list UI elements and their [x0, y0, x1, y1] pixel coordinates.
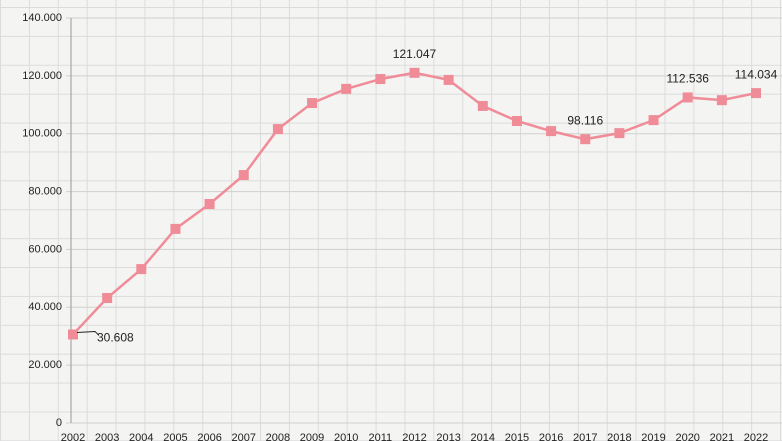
data-label: 112.536	[666, 72, 709, 86]
x-tick-label: 2009	[300, 432, 324, 441]
marker	[682, 92, 693, 103]
marker	[68, 329, 78, 340]
x-tick-label: 2008	[266, 432, 290, 441]
marker	[204, 199, 215, 210]
marker	[375, 74, 386, 85]
marker	[272, 124, 283, 135]
marker	[580, 134, 591, 145]
y-tick-label: 20.000	[28, 359, 62, 371]
marker	[170, 223, 181, 234]
x-tick-label: 2012	[402, 432, 426, 441]
x-tick-label: 2002	[61, 432, 85, 441]
x-tick-label: 2018	[607, 432, 631, 441]
x-tick-label: 2016	[539, 432, 563, 441]
x-tick-label: 2010	[334, 432, 358, 441]
marker	[136, 264, 147, 275]
marker	[648, 115, 659, 126]
y-tick-label: 140.000	[22, 12, 62, 24]
marker	[238, 170, 249, 181]
x-tick-label: 2003	[95, 432, 119, 441]
x-tick-label: 2015	[505, 432, 529, 441]
marker	[443, 74, 454, 85]
y-tick-label: 100.000	[22, 128, 62, 140]
x-tick-label: 2006	[197, 432, 221, 441]
marker	[477, 100, 488, 111]
y-tick-label: 120.000	[22, 70, 62, 82]
data-label: 121.047	[393, 47, 437, 61]
marker	[307, 98, 318, 109]
x-tick-label: 2011	[369, 432, 393, 441]
data-label: 114.034	[735, 67, 778, 81]
marker	[102, 293, 113, 304]
x-tick-label: 2019	[641, 432, 665, 441]
x-tick-label: 2005	[163, 432, 187, 441]
data-label: 30.608	[97, 331, 134, 345]
x-tick-label: 2021	[710, 432, 734, 441]
marker	[614, 128, 625, 139]
marker	[341, 83, 352, 94]
marker	[546, 126, 557, 137]
y-tick-label: 80.000	[28, 185, 62, 197]
line	[72, 71, 757, 336]
y-tick-label: 0	[56, 417, 62, 429]
x-tick-label: 2014	[471, 432, 495, 441]
y-tick-label: 60.000	[28, 243, 62, 255]
marker	[716, 95, 727, 106]
x-tick-label: 2017	[573, 432, 597, 441]
x-tick-label: 2007	[232, 432, 256, 441]
x-tick-label: 2022	[744, 432, 768, 441]
y-tick-label: 40.000	[28, 301, 62, 313]
marker	[511, 115, 522, 126]
x-tick-label: 2020	[675, 432, 699, 441]
leader-line	[76, 330, 100, 336]
x-tick-label: 2004	[129, 432, 153, 441]
marker	[409, 67, 420, 78]
x-tick-label: 2013	[436, 432, 460, 441]
data-label: 98.116	[567, 113, 603, 127]
marker	[751, 88, 761, 99]
